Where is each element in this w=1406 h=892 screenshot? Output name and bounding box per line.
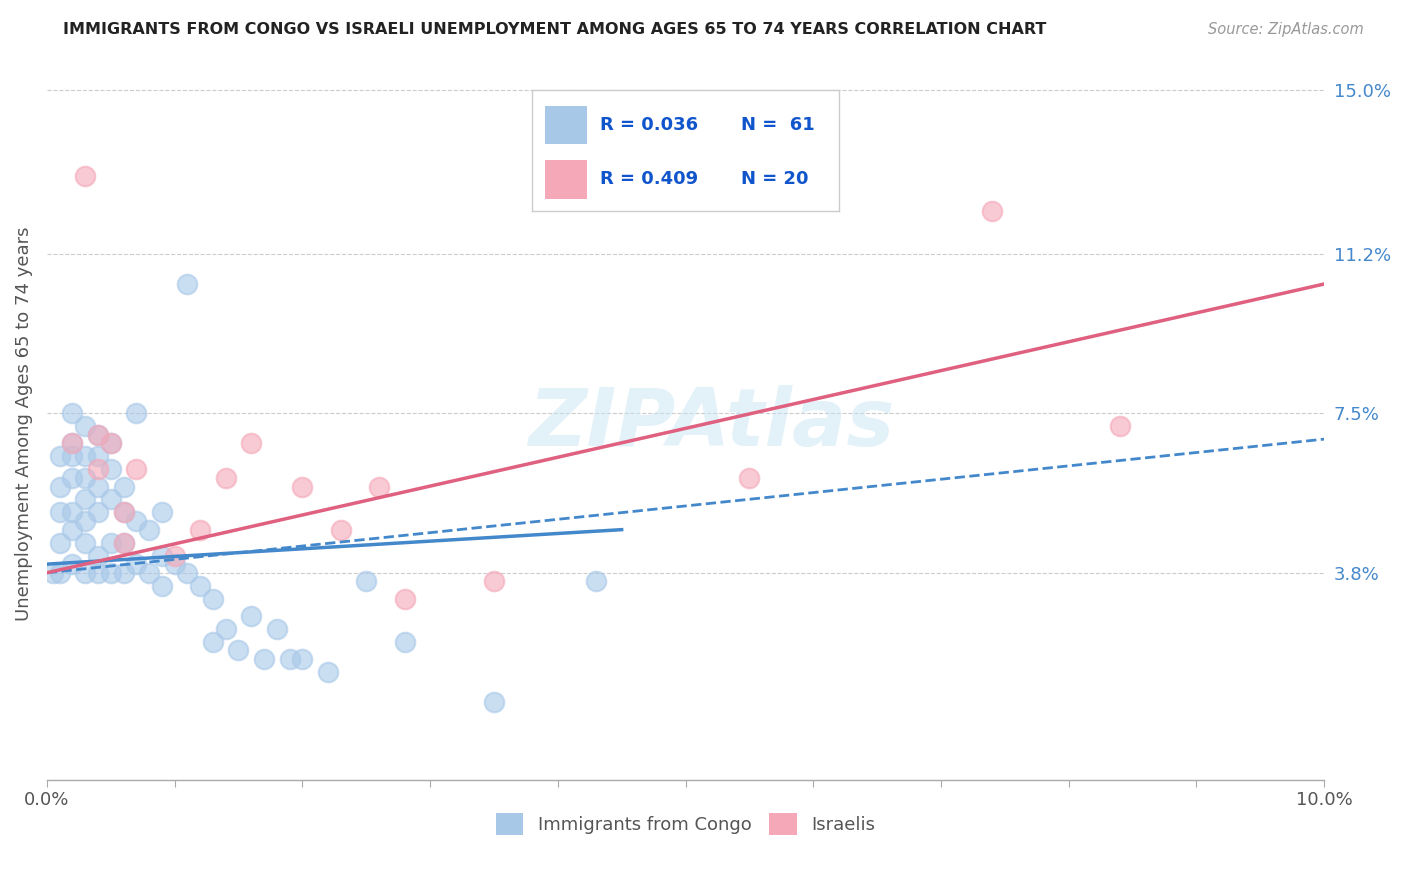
Point <box>150 579 173 593</box>
Point <box>215 622 238 636</box>
Point <box>48 450 70 464</box>
Point <box>48 566 70 580</box>
Point <box>188 579 211 593</box>
Point <box>278 652 301 666</box>
Point <box>138 523 160 537</box>
Point <box>201 634 224 648</box>
Point <box>188 523 211 537</box>
Point <box>62 436 84 450</box>
Point <box>62 471 84 485</box>
Point <box>585 574 607 589</box>
Point <box>87 462 110 476</box>
Point <box>62 450 84 464</box>
Point <box>75 471 97 485</box>
Point <box>112 505 135 519</box>
Point <box>176 277 198 291</box>
Point <box>112 505 135 519</box>
Point <box>394 634 416 648</box>
Point <box>394 591 416 606</box>
Point <box>100 436 122 450</box>
Point <box>201 591 224 606</box>
Point <box>291 652 314 666</box>
Point <box>100 492 122 507</box>
Point <box>62 557 84 571</box>
Point <box>42 566 65 580</box>
Point <box>163 549 186 563</box>
Point <box>253 652 276 666</box>
Point <box>87 450 110 464</box>
Y-axis label: Unemployment Among Ages 65 to 74 years: Unemployment Among Ages 65 to 74 years <box>15 227 32 622</box>
Point <box>112 479 135 493</box>
Point <box>75 419 97 434</box>
Point <box>87 427 110 442</box>
Legend: Immigrants from Congo, Israelis: Immigrants from Congo, Israelis <box>496 813 875 835</box>
Point <box>738 471 761 485</box>
Point <box>329 523 352 537</box>
Point <box>87 427 110 442</box>
Point <box>112 535 135 549</box>
Point <box>87 479 110 493</box>
Point <box>100 436 122 450</box>
Point <box>215 471 238 485</box>
Point <box>354 574 377 589</box>
Point <box>125 406 148 420</box>
Text: ZIPAtlas: ZIPAtlas <box>527 385 894 463</box>
Point <box>482 574 505 589</box>
Point <box>62 505 84 519</box>
Point <box>48 505 70 519</box>
Point <box>138 566 160 580</box>
Point <box>228 643 250 657</box>
Point <box>75 169 97 184</box>
Point <box>48 479 70 493</box>
Point <box>1108 419 1130 434</box>
Point <box>75 566 97 580</box>
Point <box>75 450 97 464</box>
Text: IMMIGRANTS FROM CONGO VS ISRAELI UNEMPLOYMENT AMONG AGES 65 TO 74 YEARS CORRELAT: IMMIGRANTS FROM CONGO VS ISRAELI UNEMPLO… <box>63 22 1046 37</box>
Point <box>112 566 135 580</box>
Point <box>368 479 391 493</box>
Point <box>100 462 122 476</box>
Point <box>62 436 84 450</box>
Point <box>150 549 173 563</box>
Point <box>62 523 84 537</box>
Point <box>981 203 1004 218</box>
Point <box>75 492 97 507</box>
Point <box>62 406 84 420</box>
Point <box>176 566 198 580</box>
Point <box>87 549 110 563</box>
Point <box>48 535 70 549</box>
Point <box>150 505 173 519</box>
Point <box>75 514 97 528</box>
Point <box>240 436 263 450</box>
Point <box>87 566 110 580</box>
Text: Source: ZipAtlas.com: Source: ZipAtlas.com <box>1208 22 1364 37</box>
Point <box>291 479 314 493</box>
Point <box>100 535 122 549</box>
Point <box>266 622 288 636</box>
Point <box>112 535 135 549</box>
Point <box>125 462 148 476</box>
Point <box>163 557 186 571</box>
Point <box>316 665 339 679</box>
Point <box>87 505 110 519</box>
Point <box>100 566 122 580</box>
Point <box>125 557 148 571</box>
Point <box>75 535 97 549</box>
Point <box>482 695 505 709</box>
Point <box>240 608 263 623</box>
Point <box>125 514 148 528</box>
